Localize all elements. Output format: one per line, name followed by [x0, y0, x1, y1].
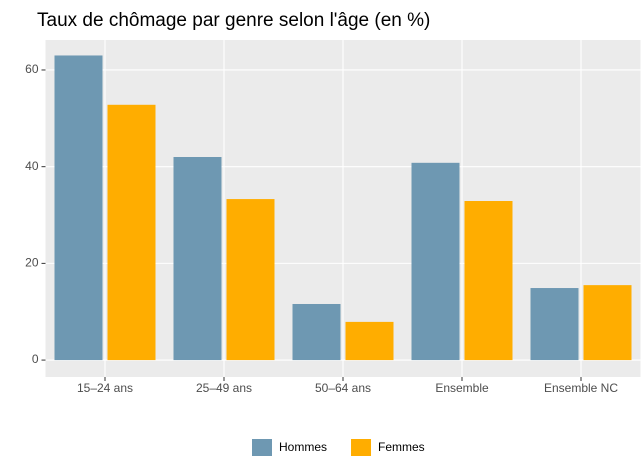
bar: [292, 303, 341, 361]
x-tick-label: Ensemble NC: [544, 381, 618, 395]
y-tick-label: 0: [32, 352, 39, 366]
x-tick-label: 25–49 ans: [196, 381, 252, 395]
bar: [464, 201, 513, 361]
bar: [530, 288, 579, 361]
y-tick-label: 40: [25, 159, 39, 173]
y-tick-label: 20: [25, 256, 39, 270]
x-tick-label: Ensemble: [435, 381, 489, 395]
x-tick-label: 50–64 ans: [315, 381, 371, 395]
bar: [583, 285, 632, 361]
legend-label: Femmes: [378, 440, 425, 454]
bar: [107, 104, 156, 361]
legend-label: Hommes: [279, 440, 327, 454]
legend-swatch: [351, 439, 372, 456]
bar: [226, 199, 275, 361]
x-tick-label: 15–24 ans: [77, 381, 133, 395]
chart-title: Taux de chômage par genre selon l'âge (e…: [37, 10, 430, 31]
legend-swatch: [252, 439, 272, 456]
bar: [411, 162, 460, 361]
y-tick-label: 60: [25, 62, 39, 76]
bar: [173, 157, 222, 361]
bar: [345, 321, 394, 361]
bar: [54, 55, 103, 361]
